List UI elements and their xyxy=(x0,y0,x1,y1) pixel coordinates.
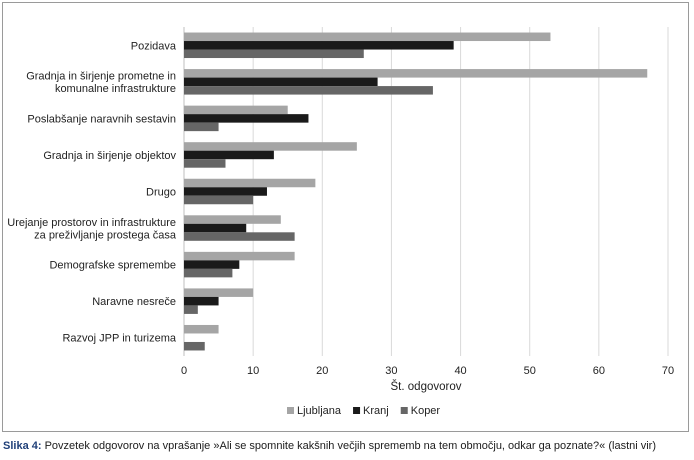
figure-caption: Slika 4: Povzetek odgovorov na vprašanje… xyxy=(3,440,693,452)
bar xyxy=(184,232,295,241)
x-tick-label: 0 xyxy=(181,365,187,377)
bar xyxy=(184,305,198,314)
bar xyxy=(184,288,254,297)
bar xyxy=(184,105,288,115)
caption-label: Slika 4: xyxy=(3,440,42,452)
legend-swatch xyxy=(400,407,408,414)
bar xyxy=(184,215,281,224)
caption-text: Povzetek odgovorov na vprašanje »Ali se … xyxy=(41,440,657,452)
category-label: Demografske spremembe xyxy=(49,260,176,272)
bar xyxy=(184,114,309,123)
bar xyxy=(184,49,364,59)
legend-label: Ljubljana xyxy=(297,405,342,417)
bar xyxy=(184,251,295,261)
bar xyxy=(184,178,316,188)
category-label: Poslabšanje naravnih sestavin xyxy=(27,113,176,125)
bar xyxy=(184,195,254,205)
x-tick-label: 50 xyxy=(524,365,536,377)
x-axis-title: Št. odgovorov xyxy=(391,380,462,393)
bar-chart: 0 10 20 30 40 50 60 70 Št. odgovorov Pozidava Grad… xyxy=(7,27,674,417)
bar xyxy=(184,223,247,233)
bar xyxy=(184,86,433,95)
bar xyxy=(184,32,551,42)
bar xyxy=(184,41,454,50)
category-label: Gradnja in širjenje prometne in xyxy=(26,71,176,83)
legend-swatch xyxy=(353,407,361,414)
bar xyxy=(184,341,205,351)
bar xyxy=(184,187,267,196)
x-tick-label: 40 xyxy=(454,365,466,377)
category-label: Urejanje prostorov in infrastrukture xyxy=(7,217,176,229)
x-tick-label: 10 xyxy=(247,365,259,377)
category-label: Naravne nesreče xyxy=(92,296,176,308)
bar xyxy=(184,268,233,278)
bar xyxy=(184,150,274,160)
category-label: komunalne infrastrukture xyxy=(55,83,176,95)
bar xyxy=(184,122,219,132)
bar xyxy=(184,69,648,78)
category-label: Drugo xyxy=(146,187,176,199)
x-tick-label: 20 xyxy=(316,365,328,377)
bar xyxy=(184,296,219,306)
bar xyxy=(184,324,219,334)
legend-label: Koper xyxy=(411,405,441,417)
x-tick-label: 30 xyxy=(385,365,397,377)
bar xyxy=(184,159,226,168)
bar xyxy=(184,77,378,87)
category-label: Gradnja in širjenje objektov xyxy=(43,150,176,162)
legend-label: Kranj xyxy=(363,405,389,417)
x-tick-label: 70 xyxy=(662,365,674,377)
legend-swatch xyxy=(287,407,294,414)
x-tick-label: 60 xyxy=(593,365,605,377)
category-label: Razvoj JPP in turizema xyxy=(62,333,176,345)
bar xyxy=(184,142,357,151)
category-label: za preživljanje prostega časa xyxy=(34,229,177,241)
bar xyxy=(184,260,240,269)
category-label: Pozidava xyxy=(131,40,177,52)
